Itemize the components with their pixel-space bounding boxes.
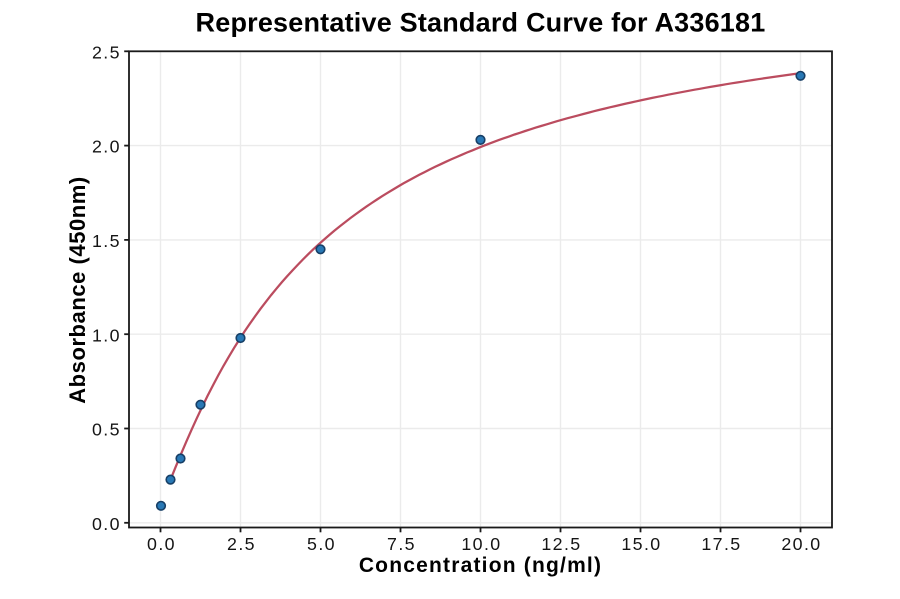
svg-text:1.0: 1.0 (92, 325, 121, 345)
svg-text:0.5: 0.5 (92, 420, 121, 440)
svg-text:10.0: 10.0 (461, 534, 501, 554)
svg-text:2.5: 2.5 (92, 42, 121, 62)
svg-text:Absorbance (450nm): Absorbance (450nm) (65, 176, 90, 404)
svg-text:5.0: 5.0 (307, 534, 336, 554)
svg-text:7.5: 7.5 (387, 534, 416, 554)
svg-text:2.0: 2.0 (92, 137, 121, 157)
svg-text:0.0: 0.0 (92, 514, 121, 534)
svg-text:1.5: 1.5 (92, 231, 121, 251)
svg-text:Representative Standard Curve: Representative Standard Curve for A33618… (196, 8, 766, 38)
svg-text:2.5: 2.5 (227, 534, 256, 554)
svg-text:20.0: 20.0 (781, 534, 821, 554)
svg-text:0.0: 0.0 (147, 534, 176, 554)
svg-text:15.0: 15.0 (621, 534, 661, 554)
svg-text:17.5: 17.5 (701, 534, 741, 554)
svg-text:12.5: 12.5 (541, 534, 581, 554)
svg-text:Concentration (ng/ml): Concentration (ng/ml) (359, 554, 602, 577)
